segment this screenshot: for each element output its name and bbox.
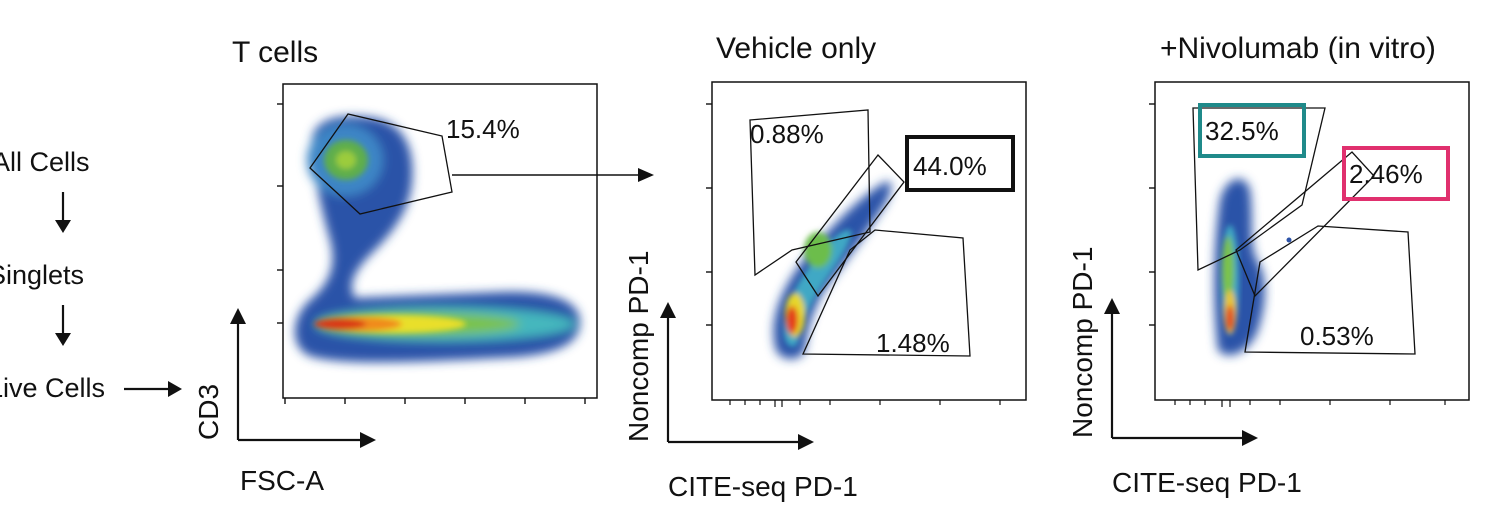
y-ticks [706,103,712,326]
x-ticks [284,398,586,404]
gate-polygon-upper [749,109,871,277]
right-arrow-icon [124,381,182,397]
gate-label: 0.88% [750,119,824,149]
down-arrow-icon [55,305,71,346]
highlight-box-magenta [1342,146,1450,201]
gating-step-singlets: Singlets [0,260,84,290]
axis-arrows [660,302,814,450]
x-axis-label: CITE-seq PD-1 [668,471,858,502]
plot-frame [1154,81,1470,401]
density-plot [295,116,580,363]
y-axis-label: Noncomp PD-1 [623,251,654,442]
gate-label-magenta: 2.46% [1349,159,1423,189]
panel-nivolumab: +Nivolumab (in vitro) [1067,32,1470,498]
panel-title: +Nivolumab (in vitro) [1160,32,1436,65]
panel-title: T cells [232,36,318,69]
gating-step-live-cells: Live Cells [0,373,105,403]
gate-polygon [309,113,453,215]
gate-connector-arrow [452,168,654,182]
y-axis-label: CD3 [193,384,224,440]
highlight-box [905,135,1015,192]
x-axis-label: CITE-seq PD-1 [1112,467,1302,498]
y-ticks [277,103,283,324]
gate-label: 0.53% [1300,321,1374,351]
panel-vehicle-only: Vehicle only 0.88% [623,32,1027,502]
gate-label: 15.4% [446,114,520,144]
density-plot [773,181,892,359]
x-ticks [729,400,1001,407]
highlight-box-teal [1198,103,1306,158]
panel-t-cells: T cells [193,36,654,496]
x-axis-label: FSC-A [240,465,324,496]
gate-polygon-diagonal [1235,151,1375,298]
y-axis-label: Noncomp PD-1 [1067,247,1098,438]
panel-title: Vehicle only [716,32,876,65]
outlier-point [1286,237,1292,243]
gating-step-all-cells: All Cells [0,147,90,177]
axis-arrows [230,308,376,448]
gate-polygon-diagonal [795,154,905,298]
down-arrow-icon [55,192,71,233]
gate-label-teal: 32.5% [1205,116,1279,146]
axis-arrows [1104,298,1258,446]
gating-sequence: All Cells Singlets Live Cells [0,147,182,403]
gate-label-highlighted: 44.0% [913,151,987,181]
gate-label: 1.48% [876,328,950,358]
gate-polygon-lower [1244,225,1416,355]
x-ticks [1174,400,1446,407]
y-ticks [1149,103,1155,326]
gate-polygon-lower [801,229,971,357]
